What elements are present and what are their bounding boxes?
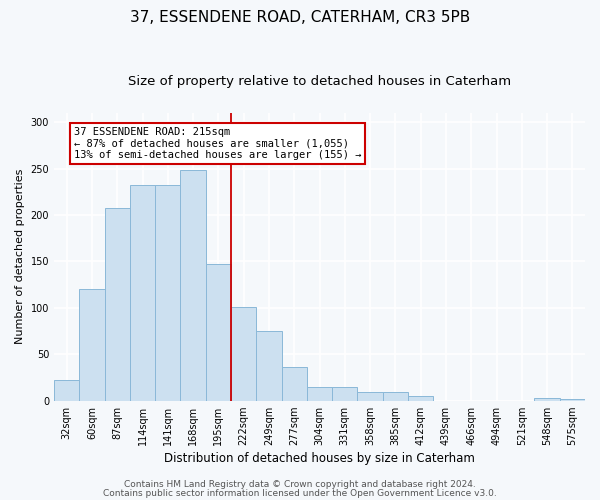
Bar <box>535 398 560 400</box>
Bar <box>256 331 281 400</box>
Text: 37, ESSENDENE ROAD, CATERHAM, CR3 5PB: 37, ESSENDENE ROAD, CATERHAM, CR3 5PB <box>130 10 470 25</box>
Bar <box>307 387 332 400</box>
Bar <box>332 387 358 400</box>
Bar <box>383 392 408 400</box>
Bar <box>281 368 307 400</box>
Y-axis label: Number of detached properties: Number of detached properties <box>15 169 25 344</box>
Bar <box>155 185 181 400</box>
Bar <box>79 289 104 401</box>
Bar <box>104 208 130 400</box>
Bar <box>358 392 383 400</box>
Text: 37 ESSENDENE ROAD: 215sqm
← 87% of detached houses are smaller (1,055)
13% of se: 37 ESSENDENE ROAD: 215sqm ← 87% of detac… <box>74 126 361 160</box>
Bar <box>560 399 585 400</box>
Bar <box>206 264 231 400</box>
Bar <box>54 380 79 400</box>
Title: Size of property relative to detached houses in Caterham: Size of property relative to detached ho… <box>128 75 511 88</box>
Bar <box>408 396 433 400</box>
Text: Contains public sector information licensed under the Open Government Licence v3: Contains public sector information licen… <box>103 488 497 498</box>
Bar <box>130 185 155 400</box>
Text: Contains HM Land Registry data © Crown copyright and database right 2024.: Contains HM Land Registry data © Crown c… <box>124 480 476 489</box>
Bar <box>231 307 256 400</box>
X-axis label: Distribution of detached houses by size in Caterham: Distribution of detached houses by size … <box>164 452 475 465</box>
Bar <box>181 170 206 400</box>
